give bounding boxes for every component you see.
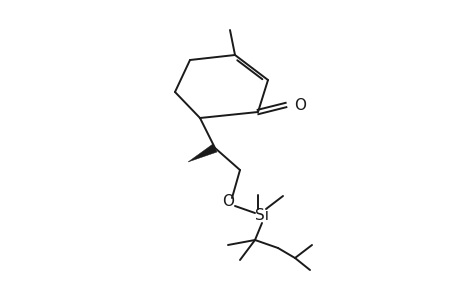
Polygon shape xyxy=(188,144,217,162)
Text: O: O xyxy=(293,98,305,112)
Text: Si: Si xyxy=(254,208,269,223)
Text: O: O xyxy=(222,194,234,209)
